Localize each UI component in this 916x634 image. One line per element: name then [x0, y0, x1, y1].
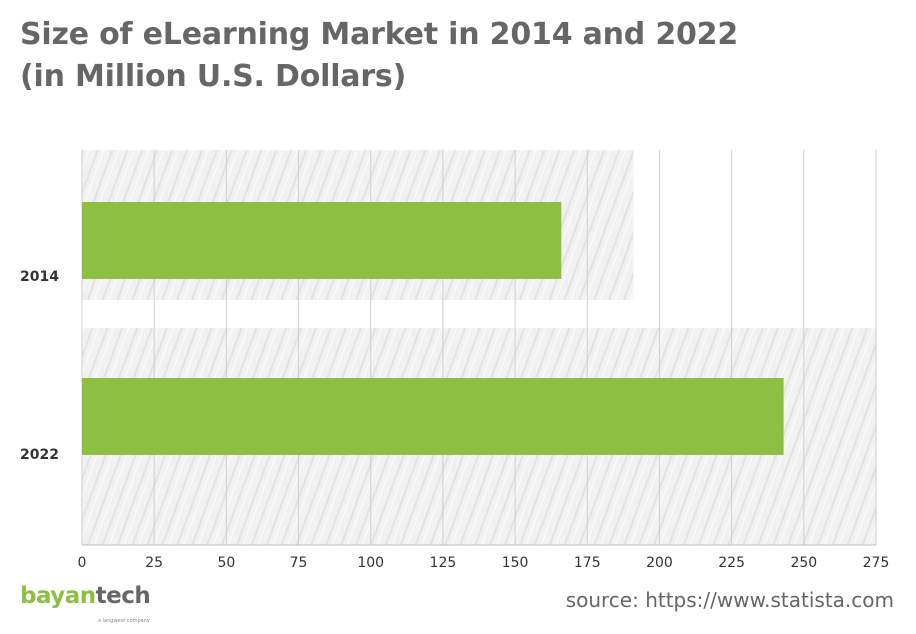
category-labels: 2014 2022 — [20, 269, 59, 463]
bar-2014 — [82, 202, 562, 279]
x-tick-label: 25 — [145, 555, 163, 571]
x-tick-label: 225 — [718, 555, 745, 571]
title-line-2: (in Million U.S. Dollars) — [20, 59, 407, 94]
x-tick-label: 50 — [217, 555, 235, 571]
bars — [82, 202, 784, 455]
x-axis-ticks: 0 25 50 75 100 125 150 175 200 225 250 275 — [78, 555, 890, 571]
chart-title: Size of eLearning Market in 2014 and 202… — [20, 14, 738, 98]
title-line-1: Size of eLearning Market in 2014 and 202… — [20, 17, 739, 52]
category-label: 2022 — [20, 447, 59, 463]
bar-2022 — [82, 378, 784, 455]
logo-part-1: bayan — [20, 583, 96, 609]
x-tick-label: 275 — [863, 555, 890, 571]
x-tick-label: 200 — [646, 555, 673, 571]
category-label: 2014 — [20, 269, 59, 285]
x-tick-label: 100 — [357, 555, 384, 571]
x-tick-label: 175 — [574, 555, 601, 571]
x-tick-label: 75 — [290, 555, 308, 571]
x-tick-label: 250 — [790, 555, 817, 571]
logo-part-2: tech — [95, 583, 151, 609]
logo-tagline: a langwest company — [98, 618, 150, 624]
source-note: source: https://www.statista.com — [565, 588, 894, 612]
gridlines — [81, 150, 877, 546]
bayantech-logo: bayantech a langwest company — [20, 583, 151, 624]
x-tick-label: 150 — [502, 555, 529, 571]
x-tick-label: 0 — [78, 555, 87, 571]
x-tick-label: 125 — [430, 555, 457, 571]
